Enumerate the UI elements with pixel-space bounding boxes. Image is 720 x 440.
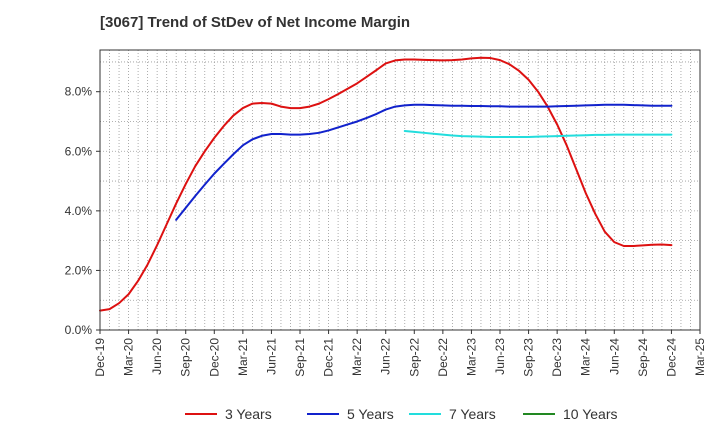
legend-label-10-years: 10 Years xyxy=(563,406,618,422)
x-tick-label: Mar-21 xyxy=(236,338,250,376)
y-tick-label: 8.0% xyxy=(65,85,93,99)
series-line-3-years xyxy=(99,56,673,312)
x-tick-label: Dec-19 xyxy=(93,338,107,377)
y-axis: 0.0% 2.0% 4.0% 6.0% 8.0% xyxy=(65,85,100,337)
x-tick-label: Mar-20 xyxy=(122,338,136,376)
x-tick-label: Sep-24 xyxy=(636,338,650,377)
x-axis: Dec-19 Mar-20 Jun-20 Sep-20 Dec-20 Mar-21 Jun-… xyxy=(93,330,707,377)
x-tick-label: Sep-21 xyxy=(293,338,307,377)
series-layer xyxy=(99,56,673,312)
series-line-7-years xyxy=(403,130,673,138)
y-tick-label: 0.0% xyxy=(65,323,93,337)
legend-label-3-years: 3 Years xyxy=(225,406,272,422)
x-tick-label: Mar-25 xyxy=(693,338,707,376)
legend: 3 Years 5 Years 7 Years 10 Years xyxy=(185,406,618,422)
legend-label-5-years: 5 Years xyxy=(347,406,394,422)
y-tick-label: 6.0% xyxy=(65,144,93,158)
x-tick-label: Jun-23 xyxy=(493,338,507,375)
x-tick-label: Jun-22 xyxy=(379,338,393,375)
y-tick-label: 2.0% xyxy=(65,263,93,277)
x-tick-label: Jun-21 xyxy=(264,338,278,375)
legend-label-7-years: 7 Years xyxy=(449,406,496,422)
series-line-5-years xyxy=(175,103,673,221)
y-tick-label: 4.0% xyxy=(65,204,93,218)
x-tick-label: Sep-22 xyxy=(407,338,421,377)
x-tick-label: Dec-20 xyxy=(207,338,221,377)
x-tick-label: Sep-20 xyxy=(179,338,193,377)
x-tick-label: Dec-22 xyxy=(436,338,450,377)
chart-title: [3067] Trend of StDev of Net Income Marg… xyxy=(100,14,411,31)
x-tick-label: Mar-23 xyxy=(464,338,478,376)
x-tick-label: Sep-23 xyxy=(522,338,536,377)
x-tick-label: Dec-24 xyxy=(664,338,678,377)
x-tick-label: Jun-20 xyxy=(150,338,164,375)
plot-frame xyxy=(99,49,701,331)
grid-layer xyxy=(100,50,700,330)
x-tick-label: Dec-21 xyxy=(322,338,336,377)
x-tick-label: Mar-24 xyxy=(579,338,593,376)
x-tick-label: Dec-23 xyxy=(550,338,564,377)
x-tick-label: Mar-22 xyxy=(350,338,364,376)
x-tick-label: Jun-24 xyxy=(607,338,621,375)
